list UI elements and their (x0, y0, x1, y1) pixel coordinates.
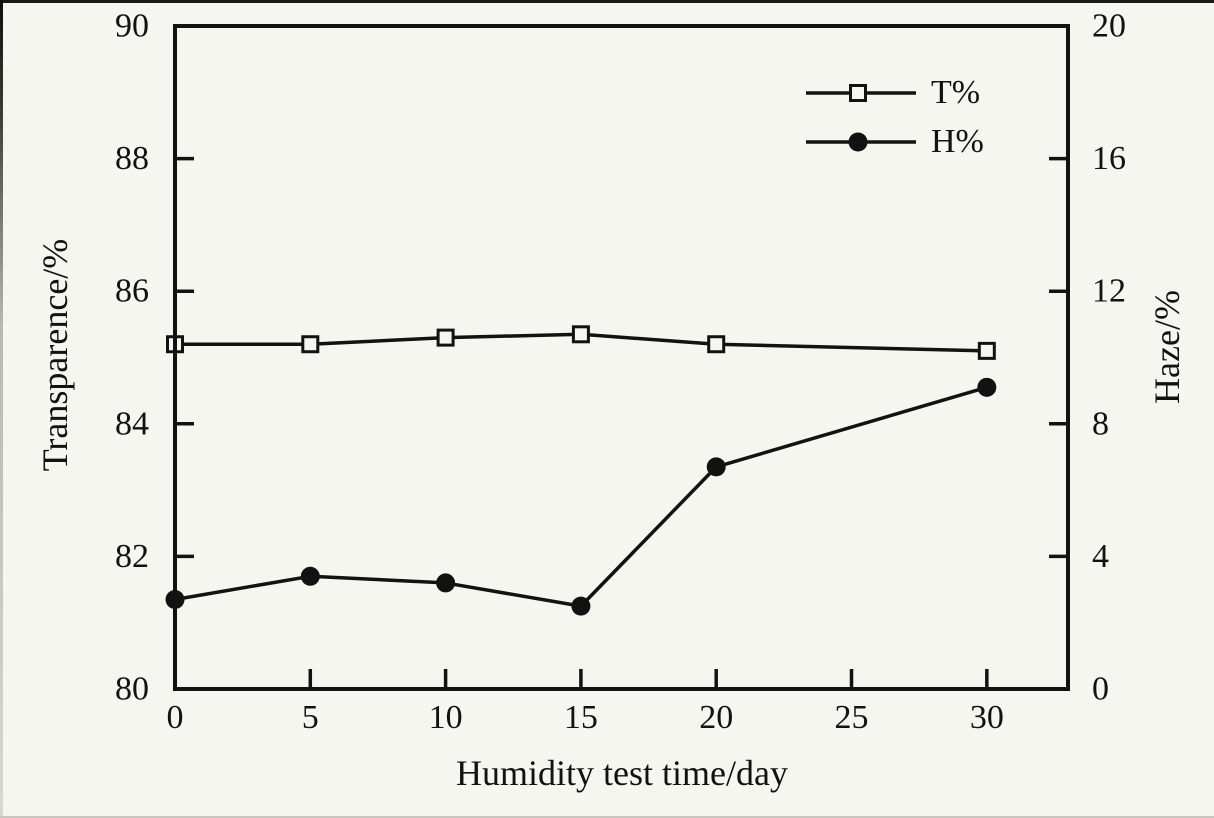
x-axis-tick-label: 0 (167, 699, 184, 736)
y-left-tick-label: 80 (115, 671, 149, 708)
y-left-tick-label: 84 (115, 405, 149, 442)
data-point-filled-circle (436, 573, 456, 593)
data-point-open-square (571, 325, 590, 344)
scan-edge-bottom (0, 816, 1214, 818)
filled-circle-line-icon (806, 132, 916, 151)
y-axis-left-title: Transparence/% (35, 238, 75, 472)
data-point-filled-circle (977, 377, 997, 397)
data-point-filled-circle (300, 566, 320, 586)
series-line-haze (173, 385, 989, 608)
y-right-tick-label: 12 (1092, 273, 1126, 310)
y-left-tick-label: 90 (115, 8, 149, 45)
y-right-tick-label: 16 (1092, 140, 1126, 177)
y-left-tick-label: 86 (115, 273, 149, 310)
y-right-tick-label: 4 (1092, 538, 1109, 575)
legend-item-transparency: T% (806, 68, 984, 117)
x-axis-tick-label: 30 (970, 699, 1004, 736)
y-axis-right-title: Haze/% (1147, 290, 1187, 404)
x-axis-tick-label: 25 (835, 699, 869, 736)
series-line-transparency (173, 332, 989, 353)
y-right-tick-label: 8 (1092, 405, 1109, 442)
data-point-filled-circle (571, 596, 591, 616)
legend-item-haze: H% (806, 117, 984, 166)
plot-border (173, 24, 1070, 691)
legend: T% H% (806, 68, 984, 166)
x-axis-tick-label: 15 (564, 699, 598, 736)
y-left-tick-label: 88 (115, 140, 149, 177)
data-point-open-square (707, 335, 726, 354)
scan-edge-top (0, 0, 1214, 3)
y-right-tick-label: 0 (1092, 671, 1109, 708)
y-right-tick-label: 20 (1092, 8, 1126, 45)
scan-edge-left (0, 0, 3, 818)
data-point-open-square (301, 335, 320, 354)
legend-label-transparency: T% (931, 73, 981, 111)
legend-label-haze: H% (931, 122, 984, 160)
y-left-tick-label: 82 (115, 538, 149, 575)
x-axis-tick-label: 20 (699, 699, 733, 736)
x-axis-title: Humidity test time/day (456, 753, 788, 793)
data-point-open-square (977, 341, 996, 360)
open-square-line-icon (806, 83, 916, 102)
x-axis-tick-label: 5 (302, 699, 319, 736)
data-point-filled-circle (706, 457, 726, 477)
x-axis-tick-label: 10 (429, 699, 463, 736)
data-point-open-square (436, 328, 455, 347)
